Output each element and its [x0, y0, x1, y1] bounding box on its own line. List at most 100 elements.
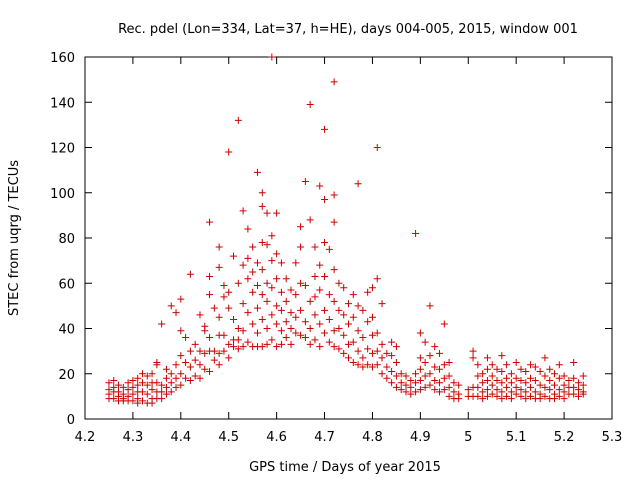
- data-point: [512, 374, 520, 382]
- data-point: [445, 358, 453, 366]
- data-point: [297, 223, 305, 231]
- data-point: [426, 352, 434, 360]
- data-point: [215, 349, 223, 357]
- data-point: [186, 377, 194, 385]
- data-point: [206, 218, 214, 226]
- data-point: [124, 379, 132, 387]
- data-point: [397, 379, 405, 387]
- data-point: [282, 318, 290, 326]
- data-point: [301, 318, 309, 326]
- data-point: [301, 334, 309, 342]
- data-point: [325, 291, 333, 299]
- chart-title: Rec. pdel (Lon=334, Lat=37, h=HE), days …: [118, 22, 578, 37]
- data-point: [321, 272, 329, 280]
- data-point: [555, 386, 563, 394]
- data-point: [239, 207, 247, 215]
- data-point: [282, 334, 290, 342]
- x-tick-label: 4.8: [362, 430, 383, 445]
- data-point: [531, 377, 539, 385]
- x-tick-label: 4.6: [266, 430, 287, 445]
- data-point: [143, 390, 151, 398]
- data-point: [345, 354, 352, 362]
- data-point: [512, 383, 520, 391]
- data-point: [527, 392, 535, 400]
- x-tick-label: 5: [464, 430, 472, 445]
- data-point: [330, 343, 338, 351]
- data-point: [239, 327, 247, 335]
- data-point: [383, 374, 391, 382]
- data-point: [249, 320, 257, 328]
- data-point: [416, 354, 424, 362]
- data-point: [541, 383, 549, 391]
- data-point: [335, 345, 343, 353]
- data-point: [321, 239, 329, 247]
- data-point: [392, 372, 400, 380]
- data-point: [565, 377, 573, 385]
- data-point: [134, 381, 142, 389]
- data-point: [522, 367, 530, 375]
- data-point: [455, 395, 463, 403]
- data-point: [129, 377, 137, 385]
- data-point: [570, 390, 578, 398]
- data-point: [138, 379, 146, 387]
- data-point: [258, 189, 266, 197]
- y-tick-label: 60: [58, 277, 75, 292]
- data-point: [143, 372, 151, 380]
- data-point: [450, 379, 458, 387]
- data-point: [474, 361, 482, 369]
- data-point: [416, 329, 424, 337]
- data-point: [330, 78, 338, 86]
- data-point: [431, 386, 439, 394]
- data-point: [158, 395, 166, 403]
- data-point: [215, 361, 223, 369]
- data-point: [421, 372, 429, 380]
- data-point: [273, 320, 281, 328]
- data-point: [258, 315, 266, 323]
- data-point: [349, 291, 357, 299]
- data-point: [325, 315, 333, 323]
- data-point: [531, 363, 539, 371]
- data-point: [177, 370, 185, 378]
- data-point: [129, 390, 137, 398]
- data-point: [311, 336, 319, 344]
- data-point: [297, 243, 305, 251]
- data-point: [225, 340, 233, 348]
- data-point: [440, 374, 448, 382]
- x-tick-label: 5.1: [506, 430, 527, 445]
- data-point: [498, 388, 506, 396]
- y-tick-label: 140: [50, 96, 75, 111]
- data-point: [162, 374, 170, 382]
- data-point: [306, 340, 314, 348]
- data-point: [368, 313, 376, 321]
- data-point: [421, 383, 429, 391]
- data-point: [464, 386, 472, 394]
- x-axis-label: GPS time / Days of year 2015: [249, 460, 441, 475]
- data-point: [239, 343, 247, 351]
- data-point: [201, 365, 209, 373]
- y-tick-label: 40: [58, 323, 75, 338]
- data-point: [503, 392, 511, 400]
- data-point: [373, 329, 381, 337]
- data-point: [311, 272, 319, 280]
- data-point: [210, 356, 218, 364]
- data-point: [321, 329, 329, 337]
- data-point: [277, 259, 285, 267]
- data-point: [287, 340, 295, 348]
- data-point: [527, 383, 535, 391]
- data-point: [191, 340, 199, 348]
- data-point: [364, 345, 372, 353]
- data-point: [431, 377, 439, 385]
- data-point: [388, 352, 396, 360]
- x-tick-label: 4.2: [75, 430, 96, 445]
- data-point: [277, 340, 285, 348]
- data-point: [215, 243, 223, 251]
- data-point: [368, 331, 376, 339]
- data-point: [354, 302, 362, 310]
- data-point: [158, 320, 166, 328]
- data-point: [268, 336, 276, 344]
- data-point: [301, 177, 309, 185]
- data-point: [210, 347, 218, 355]
- data-point: [234, 116, 242, 124]
- data-point: [555, 392, 563, 400]
- data-point: [579, 381, 587, 389]
